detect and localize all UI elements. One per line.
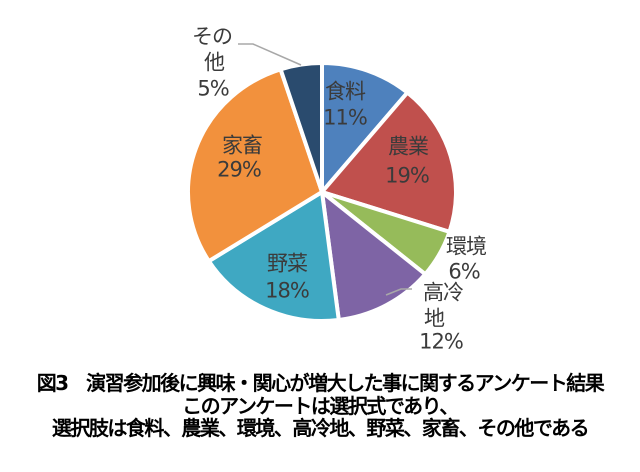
pie-slice-highland (319, 187, 429, 323)
leader-line-other (238, 43, 302, 66)
pie-slice-livestock (186, 66, 325, 264)
slice-label-other-line-2: 他 (204, 50, 225, 75)
slice-label-livestock-line-2: 29% (217, 157, 262, 182)
figure-caption-line-1: 図3 演習参加後に興味・関心が増大した事に関するアンケート結果 (36, 371, 605, 395)
slice-label-agriculture-line-2: 19% (385, 163, 430, 188)
slice-label-livestock-line-1: 家畜 (222, 133, 263, 158)
figure-caption-line-2: このアンケートは選択式であり、 (182, 393, 459, 418)
slice-label-highland-line-3: 12% (419, 329, 464, 354)
slice-label-other-line-3: 5% (197, 76, 229, 101)
pie-slice-agriculture (318, 89, 458, 235)
slice-label-other-line-1: その (192, 24, 233, 49)
slice-label-environment-line-2: 6% (448, 259, 480, 284)
slice-label-vegetables-line-1: 野菜 (267, 251, 308, 276)
slice-label-vegetables-line-2: 18% (265, 278, 310, 303)
slice-label-food-line-1: 食料 (325, 79, 366, 104)
pie-slice-food (320, 60, 411, 198)
slice-label-highland-line-2: 地 (424, 306, 445, 331)
slice-label-food-line-2: 11% (323, 105, 368, 130)
pie-slice-vegetables (206, 188, 342, 323)
slice-label-environment-line-1: 環境 (446, 234, 487, 259)
slice-label-agriculture-line-1: 農業 (388, 134, 429, 159)
slice-label-highland-line-1: 高冷 (423, 280, 464, 305)
figure-caption-line-3: 選択肢は食料、農業、環境、高冷地、野菜、家畜、その他である (51, 416, 590, 440)
figure-caption: 図3 演習参加後に興味・関心が増大した事に関するアンケート結果 このアンケートは… (0, 372, 640, 440)
leader-line-highland (385, 288, 412, 296)
